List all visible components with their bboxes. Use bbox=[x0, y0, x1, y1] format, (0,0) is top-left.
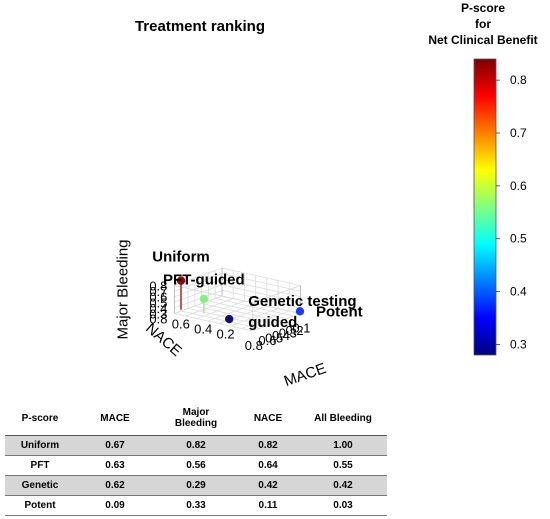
table-cell: 0.11 bbox=[258, 499, 278, 511]
table-cell: 0.42 bbox=[333, 479, 353, 491]
x-axis-label: MACE bbox=[282, 360, 329, 390]
z-tick-label: 0.7 bbox=[149, 284, 167, 299]
table-cell: Uniform bbox=[20, 439, 60, 451]
y-tick-label: 0.4 bbox=[194, 322, 212, 337]
table-header-cell: MACE bbox=[75, 402, 155, 436]
point-label: Uniform bbox=[152, 249, 210, 266]
colorbar-title-line: for bbox=[475, 17, 491, 31]
table-cell: 0.67 bbox=[105, 439, 125, 451]
floor-grid-line bbox=[241, 310, 290, 329]
z-tick-label: 0.3 bbox=[149, 307, 167, 322]
data-point bbox=[176, 276, 186, 285]
z-tick-label: 0.4 bbox=[149, 301, 167, 316]
data-point bbox=[295, 307, 305, 316]
table-header-cell: All Bleeding bbox=[299, 402, 387, 436]
pscore-table: P-score MACE Major Bleeding NACE All Blee… bbox=[5, 402, 387, 516]
wall-grid-line bbox=[221, 273, 301, 292]
table-cell: PFT bbox=[30, 459, 50, 471]
table-row: Genetic 0.62 0.29 0.42 0.42 bbox=[5, 475, 387, 495]
point-label: guided bbox=[248, 314, 297, 331]
floor-grid-line bbox=[207, 303, 256, 322]
table-cell: 0.42 bbox=[258, 479, 278, 491]
table-cell: 0.82 bbox=[258, 439, 278, 451]
wall-grid-line bbox=[174, 273, 223, 292]
x-tick-label: 0.2 bbox=[286, 323, 304, 338]
plot-3d: 0.30.40.50.60.70.80.80.60.50.40.30.20.10… bbox=[114, 239, 362, 390]
wall-grid-line bbox=[221, 278, 301, 298]
point-label: Potent bbox=[316, 303, 363, 320]
wall-grid-line bbox=[174, 278, 223, 298]
x-tick-label: 0.8 bbox=[245, 338, 263, 353]
table-header-cell: P-score bbox=[5, 402, 75, 436]
z-tick-label: 0.6 bbox=[149, 290, 167, 305]
table-cell: 0.09 bbox=[105, 499, 125, 511]
table-cell: 0.29 bbox=[186, 479, 206, 491]
header-line: Major bbox=[182, 407, 210, 419]
colorbar-tick-label: 0.7 bbox=[510, 126, 527, 140]
table-cell: Genetic bbox=[21, 479, 59, 491]
table-header-cell: NACE bbox=[237, 402, 299, 436]
colorbar-bar bbox=[473, 58, 497, 356]
x-tick-label: 0.1 bbox=[292, 321, 310, 336]
z-tick-label: 0.8 bbox=[149, 279, 167, 294]
floor-grid-line bbox=[194, 305, 274, 324]
table-row: Potent 0.09 0.33 0.11 0.03 bbox=[5, 495, 387, 515]
table-cell: Potent bbox=[24, 499, 56, 511]
box-edge bbox=[252, 285, 301, 304]
colorbar-tick-label: 0.6 bbox=[510, 179, 527, 193]
floor-grid-line bbox=[201, 303, 281, 322]
wall-grid-line bbox=[174, 295, 223, 314]
box-edge bbox=[174, 285, 253, 304]
y-tick-label: 0.8 bbox=[149, 312, 167, 327]
header-line: Bleeding bbox=[174, 418, 218, 430]
table-header-cell: Major Bleeding bbox=[155, 402, 237, 436]
wall-grid-line bbox=[221, 267, 301, 286]
y-tick-label: 0.6 bbox=[172, 317, 190, 332]
wall-grid-line bbox=[221, 290, 301, 309]
table-header-row: P-score MACE Major Bleeding NACE All Blee… bbox=[5, 402, 387, 436]
floor-grid-line bbox=[208, 300, 287, 319]
colorbar-title-line: P-score bbox=[461, 1, 505, 15]
x-tick-label: 0.4 bbox=[272, 328, 290, 343]
table-cell: 0.03 bbox=[333, 499, 353, 511]
x-tick-label: 0.6 bbox=[258, 333, 276, 348]
table-row: PFT 0.63 0.56 0.64 0.55 bbox=[5, 455, 387, 475]
table-row: Uniform 0.67 0.82 0.82 1.00 bbox=[5, 435, 387, 455]
floor-grid-line bbox=[196, 300, 245, 319]
point-label: Genetic testing bbox=[248, 293, 356, 310]
table-cell: 0.63 bbox=[105, 459, 125, 471]
floor-grid-line bbox=[215, 298, 294, 317]
floor-grid-line bbox=[252, 313, 301, 332]
table-cell: 0.55 bbox=[333, 459, 353, 471]
data-point bbox=[225, 314, 234, 324]
colorbar-tick-label: 0.4 bbox=[510, 285, 527, 299]
table-cell: 0.56 bbox=[186, 459, 206, 471]
table-cell: 1.00 bbox=[333, 439, 353, 451]
colorbar-tick-label: 0.3 bbox=[510, 337, 527, 351]
table-cell: 0.82 bbox=[186, 439, 206, 451]
data-point bbox=[199, 294, 209, 303]
wall-grid-line bbox=[221, 284, 301, 303]
floor-grid-line bbox=[174, 313, 253, 332]
floor-grid-line bbox=[181, 310, 260, 329]
colorbar-title-line: Net Clinical Benefit bbox=[428, 33, 537, 47]
colorbar-tick-label: 0.5 bbox=[510, 232, 527, 246]
wall-grid-line bbox=[174, 284, 223, 303]
x-tick-label: 0.3 bbox=[279, 326, 297, 341]
colorbar: P-score for Net Clinical Benefit 0.8 0.7 0.6 0… bbox=[428, 1, 538, 356]
table-cell: 0.64 bbox=[258, 459, 278, 471]
floor-grid-line bbox=[185, 298, 234, 317]
z-tick-label: 0.5 bbox=[149, 295, 167, 310]
x-tick-label: 0.5 bbox=[265, 331, 283, 346]
z-axis-label: Major Bleeding bbox=[114, 239, 131, 339]
y-tick-label: 0.2 bbox=[217, 327, 235, 342]
colorbar-tick-label: 0.8 bbox=[510, 73, 527, 87]
floor-grid-line bbox=[230, 308, 279, 327]
table-cell: 0.33 bbox=[186, 499, 206, 511]
point-label: PFT-guided bbox=[163, 272, 245, 289]
wall-grid-line bbox=[174, 290, 223, 309]
table-cell: 0.62 bbox=[105, 479, 125, 491]
chart-title: Treatment ranking bbox=[135, 18, 265, 35]
